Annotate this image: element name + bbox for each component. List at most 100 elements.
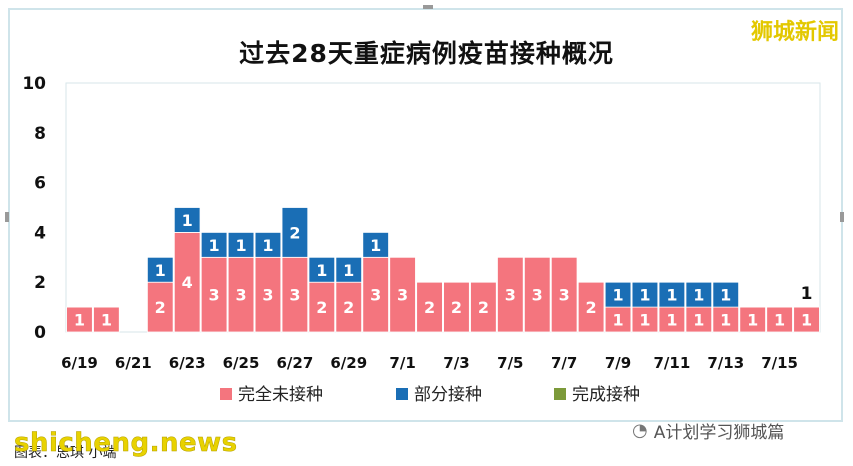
bar-data-label: 1 (666, 286, 677, 305)
bar-data-label: 1 (639, 311, 650, 330)
bar-data-label: 1 (720, 286, 731, 305)
bar-segment (658, 306, 686, 333)
x-tick-label: 6/29 (330, 354, 367, 372)
bar-data-label: 1 (720, 311, 731, 330)
bar-segment (146, 281, 174, 333)
legend-swatch (396, 388, 408, 400)
bar-segment (577, 281, 605, 333)
x-tick-label: 7/9 (605, 354, 631, 372)
bar-segment (685, 281, 713, 308)
bar-data-label: 2 (451, 298, 462, 317)
bar-data-label: 3 (370, 286, 381, 305)
legend-label: 完成接种 (572, 385, 640, 405)
bar-segment (443, 281, 470, 333)
x-tick-label: 7/1 (389, 354, 415, 372)
bar-data-label: 3 (505, 286, 516, 305)
bar-data-label: 3 (532, 286, 543, 305)
bar-segment (362, 231, 389, 258)
y-tick-label: 6 (34, 174, 46, 194)
x-tick-label: 7/11 (653, 354, 690, 372)
bar-data-label: 3 (559, 286, 570, 305)
x-tick-label: 6/25 (223, 354, 260, 372)
bar-segment (227, 256, 255, 333)
y-tick-label: 2 (34, 273, 46, 293)
bar-data-label: 1 (235, 236, 246, 255)
bar-data-label: 1 (343, 261, 354, 280)
bar-annotation: 1 (801, 284, 813, 304)
bar-segment (631, 306, 659, 333)
bar-data-label: 2 (289, 223, 300, 242)
x-tick-label: 6/23 (169, 354, 206, 372)
wechat-account-name: A计划学习狮城篇 (653, 423, 785, 443)
bar-segment (93, 306, 120, 333)
bar-data-label: 3 (289, 286, 300, 305)
bar-segment (254, 231, 282, 258)
bar-segment (254, 256, 282, 333)
bar-data-label: 1 (101, 311, 112, 330)
bar-segment (685, 306, 713, 333)
bar-segment (470, 281, 497, 333)
bar-segment (200, 256, 228, 333)
wechat-icon: ◔ (632, 420, 648, 441)
bar-data-label: 1 (693, 311, 704, 330)
legend-label: 完全未接种 (238, 385, 323, 405)
figure-caption: 图表：思琪 小端 (14, 445, 117, 461)
site-watermark: shicheng.news (14, 428, 238, 459)
bar-data-label: 1 (209, 236, 220, 255)
bar-data-label: 1 (693, 286, 704, 305)
bar-segment (173, 207, 201, 233)
bar-segment (389, 256, 416, 333)
bar-data-label: 1 (316, 261, 327, 280)
bar-data-label: 2 (478, 298, 489, 317)
bar-segment (550, 256, 578, 333)
resize-handle-left[interactable] (5, 212, 9, 222)
plot-area (65, 82, 821, 333)
bar-segment (497, 256, 524, 333)
bar-segment (173, 231, 201, 333)
bar-segment (712, 306, 740, 333)
bar-segment (281, 256, 309, 333)
legend-swatch (554, 388, 566, 400)
bar-segment (416, 281, 443, 333)
bar-data-label: 2 (316, 298, 327, 317)
bar-segment (335, 281, 363, 333)
bar-data-label: 1 (262, 236, 273, 255)
bar-segment (281, 207, 309, 258)
bar-segment (604, 281, 632, 308)
x-tick-label: 6/19 (61, 354, 98, 372)
brand-logo: 狮城新闻 (750, 20, 839, 45)
y-tick-label: 4 (34, 223, 46, 243)
bar-data-label: 1 (612, 311, 623, 330)
bar-data-label: 4 (182, 273, 193, 292)
resize-handle-right[interactable] (840, 212, 844, 222)
bar-data-label: 1 (747, 311, 758, 330)
bar-segment (227, 231, 255, 258)
bar-segment (793, 306, 820, 333)
bar-data-label: 1 (801, 311, 812, 330)
bar-data-label: 1 (666, 311, 677, 330)
bar-data-label: 3 (397, 286, 408, 305)
bar-segment (200, 231, 228, 258)
chart-frame (8, 8, 843, 422)
bar-data-label: 1 (74, 311, 85, 330)
bar-data-label: 1 (370, 236, 381, 255)
bar-segment (335, 256, 363, 283)
resize-handle-top[interactable] (423, 5, 433, 9)
x-tick-label: 7/15 (761, 354, 798, 372)
y-tick-label: 0 (34, 323, 46, 343)
bar-data-label: 1 (639, 286, 650, 305)
chart-title: 过去28天重症病例疫苗接种概况 (239, 39, 614, 68)
bar-segment (712, 281, 740, 308)
bar-segment (308, 281, 336, 333)
x-tick-label: 6/21 (115, 354, 152, 372)
wechat-account: ◔ A计划学习狮城篇 (632, 418, 784, 443)
bar-segment (362, 256, 389, 333)
bar-segment (658, 281, 686, 308)
bar-segment (308, 256, 336, 283)
bar-data-label: 3 (235, 286, 246, 305)
bar-segment (146, 256, 174, 283)
bar-data-label: 3 (262, 286, 273, 305)
bar-data-label: 2 (155, 298, 166, 317)
legend-swatch (220, 388, 232, 400)
